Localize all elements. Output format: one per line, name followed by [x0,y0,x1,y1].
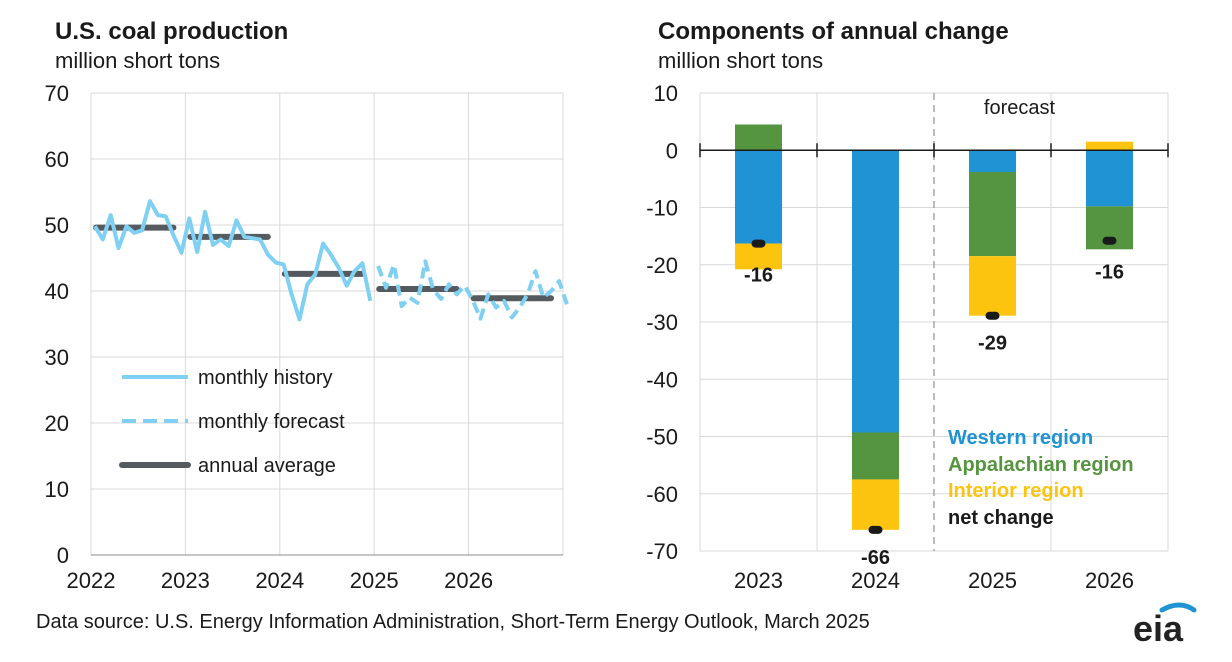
bar-segment-appalachian-region [852,432,899,480]
legend-average-label: annual average [198,455,336,477]
bar-segment-appalachian-region [969,172,1016,257]
data-source-note: Data source: U.S. Energy Information Adm… [36,611,870,633]
right-y-tick-label: -60 [646,482,678,507]
net-change-marker [1102,236,1117,245]
right-y-tick-label: 10 [654,81,678,106]
net-change-marker [751,239,766,248]
left-x-tick-label: 2026 [444,568,493,593]
bar-segment-appalachian-region [735,124,782,151]
right-y-tick-label: -30 [646,310,678,335]
right-y-tick-label: 0 [666,138,678,163]
left-x-tick-label: 2025 [350,568,399,593]
net-change-label: -16 [1095,262,1124,284]
right-legend-item: Western region [948,427,1093,449]
legend-history-label: monthly history [198,367,333,389]
net-change-label: -16 [744,265,773,287]
bar-segment-interior-region [1086,141,1133,151]
left-chart-title: U.S. coal production [55,18,289,45]
left-y-tick-label: 0 [57,543,69,568]
right-x-tick-label: 2023 [734,568,783,593]
net-change-marker [868,525,883,534]
forecast-label: forecast [984,97,1056,119]
right-y-tick-label: -50 [646,425,678,450]
net-change-label: -29 [978,333,1007,355]
left-y-tick-label: 20 [45,411,69,436]
right-chart-title: Components of annual change [658,18,1009,45]
left-x-tick-label: 2022 [67,568,116,593]
monthly-forecast-line [376,259,569,321]
left-y-tick-label: 60 [45,147,69,172]
right-y-tick-label: -70 [646,539,678,564]
left-y-tick-label: 70 [45,81,69,106]
bar-segment-western-region [969,150,1016,173]
eia-logo-text: eia [1133,608,1184,649]
left-x-tick-label: 2024 [255,568,304,593]
left-y-tick-label: 40 [45,279,69,304]
right-y-tick-label: -20 [646,253,678,278]
right-x-tick-label: 2024 [851,568,900,593]
bar-segment-western-region [735,150,782,244]
legend-forecast-label: monthly forecast [198,411,345,433]
right-x-tick-label: 2026 [1085,568,1134,593]
net-change-label: -66 [861,547,890,569]
right-legend-item: Appalachian region [948,454,1134,476]
bar-segment-western-region [1086,150,1133,207]
right-legend-item: Interior region [948,480,1084,502]
bar-segment-interior-region [969,256,1016,316]
net-change-marker [985,311,1000,320]
monthly-history-line [93,199,373,322]
bar-segment-western-region [852,150,899,433]
left-chart-subtitle: million short tons [55,48,221,73]
right-y-tick-label: -40 [646,367,678,392]
right-y-tick-label: -10 [646,196,678,221]
left-y-tick-label: 10 [45,477,69,502]
bar-segment-interior-region [735,243,782,270]
bar-segment-interior-region [852,479,899,530]
right-x-tick-label: 2025 [968,568,1017,593]
eia-logo-icon [1159,602,1197,613]
right-legend-item: net change [948,507,1054,529]
left-x-tick-label: 2023 [161,568,210,593]
left-y-tick-label: 50 [45,213,69,238]
right-chart-subtitle: million short tons [658,48,824,73]
left-y-tick-label: 30 [45,345,69,370]
